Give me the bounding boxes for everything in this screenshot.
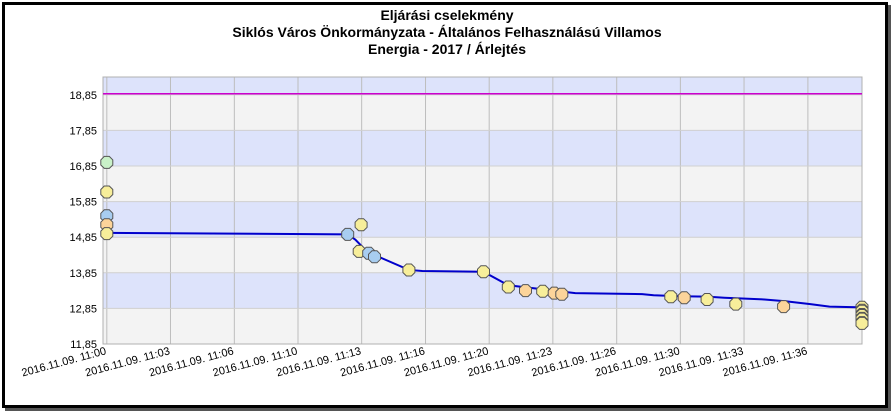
bid-marker bbox=[100, 185, 114, 199]
plot-band bbox=[103, 201, 862, 238]
bid-marker bbox=[777, 300, 791, 314]
plot-bands bbox=[103, 77, 862, 344]
bid-marker bbox=[501, 280, 515, 294]
bid-marker bbox=[664, 290, 678, 304]
bid-marker bbox=[855, 316, 869, 330]
bid-marker bbox=[341, 227, 355, 241]
chart-title: Eljárási cselekmény Siklós Város Önkormá… bbox=[232, 7, 661, 57]
y-tick-label: 14,85 bbox=[69, 232, 97, 244]
bid-marker bbox=[477, 265, 490, 279]
y-tick-label: 13,85 bbox=[69, 268, 97, 280]
bid-marker bbox=[100, 227, 114, 241]
bid-marker bbox=[555, 287, 569, 301]
y-tick-label: 17,85 bbox=[69, 125, 97, 137]
y-tick-label: 18,85 bbox=[69, 90, 97, 102]
plot-band bbox=[103, 308, 862, 344]
y-tick-label: 12,85 bbox=[69, 303, 97, 315]
y-tick-label: 15,85 bbox=[69, 197, 97, 209]
bid-marker bbox=[100, 155, 114, 169]
bid-markers bbox=[100, 155, 869, 330]
title-line-2: Siklós Város Önkormányzata - Általános F… bbox=[232, 24, 661, 40]
bid-marker bbox=[536, 284, 550, 298]
y-axis-ticks: 11,85 12,85 13,85 14,85 15,85 16,85 17,85 18,85 bbox=[69, 90, 97, 351]
bid-marker bbox=[402, 263, 416, 277]
bid-marker bbox=[729, 297, 743, 311]
plot-band bbox=[103, 77, 862, 95]
title-line-3: Energia - 2017 / Árlejtés bbox=[368, 41, 526, 57]
bid-marker bbox=[700, 293, 714, 306]
bid-marker bbox=[368, 250, 381, 264]
title-line-1: Eljárási cselekmény bbox=[380, 7, 513, 23]
bid-marker bbox=[519, 284, 532, 298]
plot-band bbox=[103, 166, 862, 202]
y-tick-label: 16,85 bbox=[69, 161, 97, 173]
bid-marker bbox=[677, 291, 691, 305]
plot-band bbox=[103, 130, 862, 166]
y-tick-label: 11,85 bbox=[70, 339, 97, 351]
plot-band bbox=[103, 94, 862, 131]
bid-marker bbox=[354, 218, 368, 232]
